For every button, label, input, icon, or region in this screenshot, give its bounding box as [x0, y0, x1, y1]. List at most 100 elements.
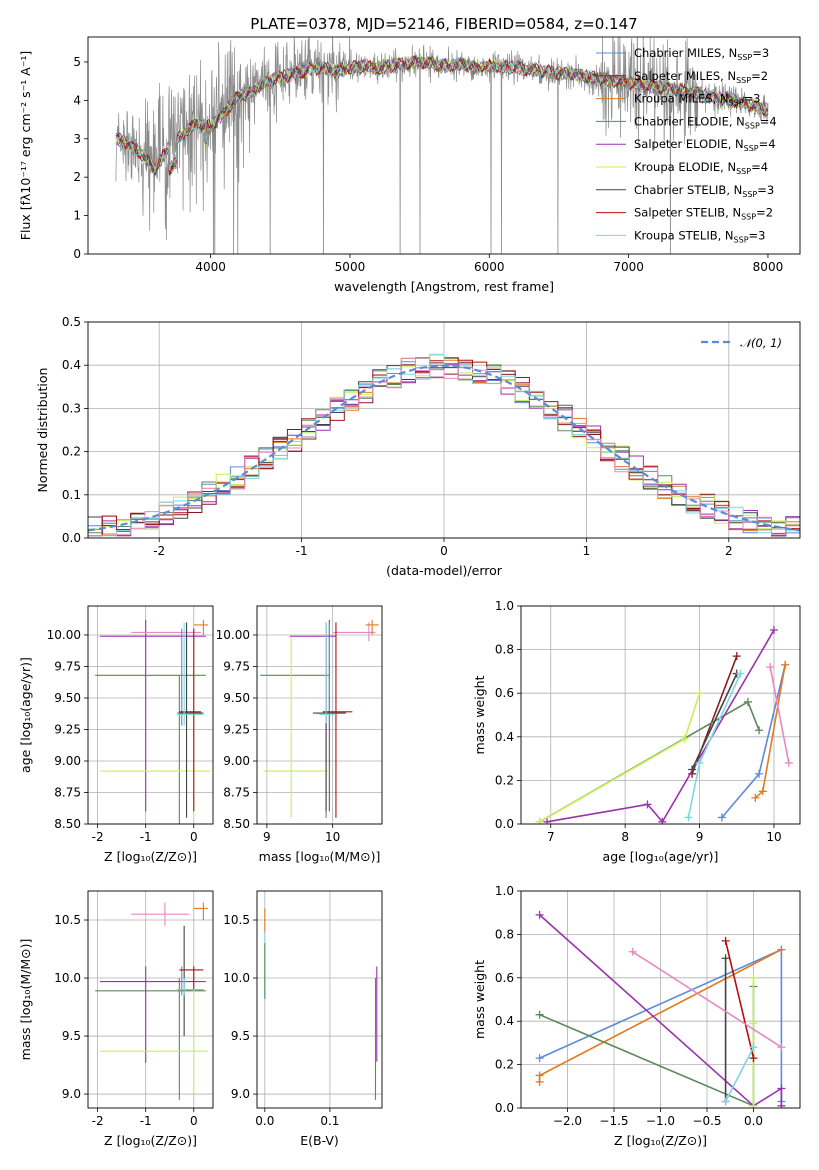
y-tick-label: 0.2 [495, 1058, 514, 1072]
data-point-marker [755, 726, 764, 735]
data-point-marker [749, 1019, 758, 1028]
data-point-marker [751, 793, 760, 802]
x-tick-label: 9 [696, 830, 704, 844]
plot-area [535, 910, 786, 1108]
data-point-marker [777, 1043, 786, 1052]
legend-entry: Chabrier ELODIE, NSSP=4 [634, 114, 777, 130]
data-point-marker [535, 817, 544, 824]
x-axis-label: wavelength [Angstrom, rest frame] [334, 279, 554, 294]
y-tick-label: 9.00 [54, 754, 81, 768]
y-tick-label: 1.0 [495, 884, 514, 898]
legend-label: Salpeter STELIB, N [634, 206, 741, 220]
legend-count: =2 [751, 69, 768, 83]
x-tick-label: 0.1 [320, 1114, 339, 1128]
series-line [539, 914, 783, 1107]
series-line [632, 951, 782, 1048]
legend-count: =4 [759, 137, 776, 151]
y-axis-label: Normed distribution [35, 368, 50, 493]
x-tick-label: 6000 [474, 260, 505, 274]
y-tick-label: 0.8 [495, 927, 514, 941]
x-tick-label: 1 [583, 544, 591, 558]
x-tick-label: 8 [621, 830, 629, 844]
series-line [539, 692, 701, 823]
y-tick-label: 0.2 [62, 445, 81, 459]
y-tick-label: 0.2 [495, 773, 514, 787]
y-tick-label: 1.0 [495, 599, 514, 613]
x-tick-label: -1 [140, 1114, 152, 1128]
data-point-marker [535, 1071, 544, 1080]
x-tick-label: 0 [440, 544, 448, 558]
y-tick-label: 0.8 [495, 643, 514, 657]
histogram-step [88, 364, 800, 537]
panel-mass-EBV: 0.0 0.1 9.0 9.5 10.0 10.5 E(B-V) [223, 890, 383, 1148]
legend-subscript: SSP [742, 190, 757, 199]
data-point-marker [743, 697, 752, 706]
y-tick-label: 0.5 [62, 315, 81, 329]
x-axis-label: Z [log₁₀(Z/Z⊙)] [614, 1133, 707, 1148]
y-tick-label: 9.5 [62, 1029, 81, 1043]
series-line [721, 664, 786, 819]
plot-frame [87, 321, 801, 539]
panel-age-mass: 9 10 8.50 8.75 9.00 9.25 9.50 9.75 10.00 mass [lo… [216, 605, 383, 864]
legend: 𝒩(0, 1) [701, 336, 782, 350]
legend-entry: Salpeter STELIB, NSSP=2 [634, 206, 773, 222]
x-axis-label: age [log₁₀(age/yr)] [603, 849, 719, 864]
y-tick-label: 5 [73, 55, 81, 69]
series-line [687, 673, 742, 818]
y-tick-label: 9.75 [223, 659, 250, 673]
series-line [539, 986, 755, 1108]
legend-count: =2 [756, 206, 773, 220]
data-point-marker [777, 945, 786, 954]
series-line [546, 629, 775, 824]
y-tick-label: 1 [73, 209, 81, 223]
plot-area [535, 625, 793, 824]
data-point-marker [749, 1101, 758, 1108]
series-line [769, 666, 790, 764]
x-tick-label: -2 [92, 830, 104, 844]
y-tick-label: 0.4 [62, 358, 81, 372]
x-tick-label: -2 [153, 544, 165, 558]
data-point-marker [749, 1054, 758, 1063]
x-tick-label: 9 [263, 830, 271, 844]
legend-entry: Chabrier STELIB, NSSP=3 [634, 183, 774, 199]
y-axis-label: mass [log₁₀(M/M⊙)] [18, 939, 33, 1061]
x-tick-label: −1.5 [599, 1114, 628, 1128]
legend-subscript: SSP [741, 213, 756, 222]
x-tick-label: 10 [766, 830, 781, 844]
legend-count: =3 [749, 228, 766, 242]
legend-subscript: SSP [736, 167, 751, 176]
data-point-marker [732, 652, 741, 661]
legend-subscript: SSP [729, 99, 744, 108]
data-point-marker [628, 947, 637, 956]
legend-label: Kroupa ELODIE, N [634, 160, 736, 174]
legend-entry: 𝒩(0, 1) [740, 336, 782, 350]
y-tick-label: 0 [73, 247, 81, 261]
y-tick-label: 10.00 [47, 628, 81, 642]
legend-label: Chabrier ELODIE, N [634, 114, 745, 128]
legend-count: =3 [752, 46, 769, 60]
plot-area [115, 37, 769, 254]
x-tick-label: 0 [190, 830, 198, 844]
data-point-marker [758, 787, 767, 796]
data-point-marker [543, 817, 552, 824]
plot-frame [87, 36, 801, 255]
legend-count: =4 [760, 114, 777, 128]
legend-label: Salpeter MILES, N [634, 69, 736, 83]
x-axis-label: Z [log₁₀(Z/Z⊙)] [104, 1133, 197, 1148]
y-tick-label: 10.0 [223, 971, 250, 985]
y-tick-label: 9.5 [231, 1029, 250, 1043]
panel-mass-Z: -2 -1 0 9.0 9.5 10.0 10.5 Z [log₁₀(Z/Z⊙)] mass [… [18, 890, 214, 1148]
y-tick-label: 9.75 [54, 659, 81, 673]
x-axis-label: Z [log₁₀(Z/Z⊙)] [104, 849, 197, 864]
gaussian-curve [88, 364, 800, 532]
legend-subscript: SSP [734, 235, 749, 244]
legend-subscript: SSP [736, 76, 751, 85]
x-axis-label: (data-model)/error [386, 563, 503, 578]
plot-area [95, 902, 209, 1100]
plot-area [95, 619, 211, 824]
data-point-marker [755, 769, 764, 778]
data-point-marker [777, 1084, 786, 1093]
y-tick-label: 9.00 [223, 754, 250, 768]
